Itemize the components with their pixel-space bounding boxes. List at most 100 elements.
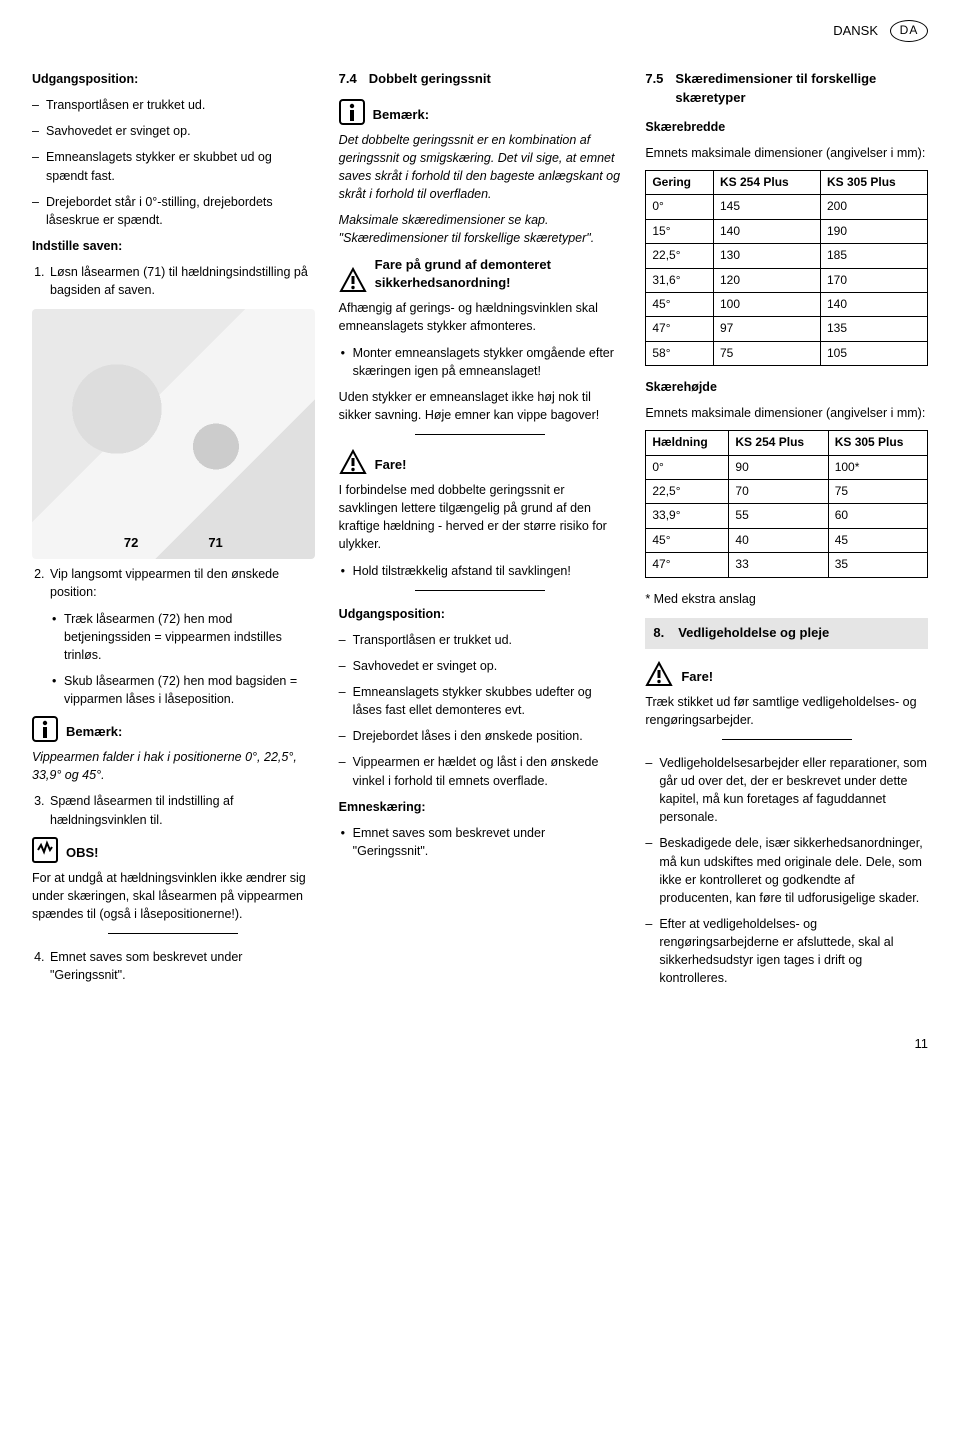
- table-row: 22,5°7075: [646, 480, 928, 504]
- table-row: 22,5°130185: [646, 244, 928, 268]
- list-item: Beskadigede dele, især sikkerhedsanordni…: [645, 834, 928, 907]
- th: KS 305 Plus: [828, 431, 927, 455]
- step-3: Spænd låsearmen til indstilling af hældn…: [48, 792, 315, 828]
- divider: [415, 434, 545, 435]
- table-cell: 200: [821, 195, 928, 219]
- divider: [722, 739, 852, 740]
- table-cell: 47°: [646, 553, 729, 577]
- table-cell: 22,5°: [646, 480, 729, 504]
- list-item: Transportlåsen er trukket ud.: [339, 631, 622, 649]
- warning-icon: [339, 267, 367, 293]
- skaerehojde-title: Skærehøjde: [645, 378, 928, 396]
- table-cell: 140: [714, 219, 821, 243]
- table-cell: 45°: [646, 292, 714, 316]
- th: KS 254 Plus: [729, 431, 828, 455]
- max-dim-text: Maksimale skæredimensioner se kap. "Skær…: [339, 211, 622, 247]
- table-skaerebredde: Gering KS 254 Plus KS 305 Plus 0°1452001…: [645, 170, 928, 366]
- info-icon: [32, 716, 58, 742]
- skaerehojde-lead: Emnets maksimale dimensioner (angivelser…: [645, 404, 928, 422]
- obs-callout: OBS!: [32, 837, 315, 863]
- warn1-p2: Uden stykker er emneanslaget ikke høj no…: [339, 388, 622, 424]
- obs-text: For at undgå at hældningsvinklen ikke æn…: [32, 869, 315, 923]
- udgangs-list: Transportlåsen er trukket ud. Savhovedet…: [32, 96, 315, 229]
- column-2: 7.4 Dobbelt geringssnit Bemærk: Det dobb…: [339, 70, 622, 995]
- page-header: DANSK DA: [32, 20, 928, 42]
- list-item: Træk låsearmen (72) hen mod betjeningssi…: [50, 610, 315, 664]
- figure-label-71: 71: [208, 534, 222, 553]
- steps-list-2: Vip langsomt vippearmen til den ønskede …: [32, 565, 315, 708]
- warn1-p1: Afhængig af gerings- og hældningsvinklen…: [339, 299, 622, 335]
- list-item: Emneanslagets stykker skubbes udefter og…: [339, 683, 622, 719]
- section-8-bar: 8. Vedligeholdelse og pleje: [645, 618, 928, 649]
- content-columns: Udgangsposition: Transportlåsen er trukk…: [32, 70, 928, 995]
- section-num: 8.: [653, 624, 664, 643]
- table-cell: 105: [821, 341, 928, 365]
- indstille-title: Indstille saven:: [32, 237, 315, 255]
- steps-list-3: Spænd låsearmen til indstilling af hældn…: [32, 792, 315, 828]
- step-4: Emnet saves som beskrevet under "Gerings…: [48, 948, 315, 984]
- heading-text: Skæredimensioner til forskellige skærety…: [675, 70, 928, 108]
- steps-list-1: Løsn låsearmen (71) til hældningsindstil…: [32, 263, 315, 299]
- step-2: Vip langsomt vippearmen til den ønskede …: [48, 565, 315, 708]
- table-cell: 70: [729, 480, 828, 504]
- th: KS 254 Plus: [714, 170, 821, 194]
- note-label: Bemærk:: [66, 723, 122, 742]
- th: Hældning: [646, 431, 729, 455]
- table-cell: 31,6°: [646, 268, 714, 292]
- table-cell: 97: [714, 317, 821, 341]
- table-cell: 100: [714, 292, 821, 316]
- table-cell: 15°: [646, 219, 714, 243]
- maintenance-list: Vedligeholdelsesarbejder eller reparatio…: [645, 754, 928, 988]
- emneskæring-title: Emneskæring:: [339, 798, 622, 816]
- obs-icon: [32, 837, 58, 863]
- table-cell: 58°: [646, 341, 714, 365]
- list-item: Vedligeholdelsesarbejder eller reparatio…: [645, 754, 928, 827]
- list-item: Skub låsearmen (72) hen mod bagsiden = v…: [50, 672, 315, 708]
- column-1: Udgangsposition: Transportlåsen er trukk…: [32, 70, 315, 995]
- step-2-lead: Vip langsomt vippearmen til den ønskede …: [50, 567, 279, 599]
- column-3: 7.5 Skæredimensioner til forskellige skæ…: [645, 70, 928, 995]
- table-cell: 35: [828, 553, 927, 577]
- table-cell: 130: [714, 244, 821, 268]
- page-number: 11: [32, 1035, 928, 1054]
- note-callout: Bemærk:: [339, 99, 622, 125]
- warn-callout-2: Fare!: [339, 449, 622, 475]
- table-row: 45°100140: [646, 292, 928, 316]
- obs-label: OBS!: [66, 844, 99, 863]
- table-cell: 33: [729, 553, 828, 577]
- warn-text: Træk stikket ud før samtlige vedligehold…: [645, 693, 928, 729]
- table-cell: 0°: [646, 195, 714, 219]
- list-item: Savhovedet er svinget op.: [339, 657, 622, 675]
- table-row: 45°4045: [646, 528, 928, 552]
- table-cell: 45: [828, 528, 927, 552]
- table-cell: 135: [821, 317, 928, 341]
- section-title: Vedligeholdelse og pleje: [678, 624, 829, 643]
- heading-7-5: 7.5 Skæredimensioner til forskellige skæ…: [645, 70, 928, 108]
- table-cell: 145: [714, 195, 821, 219]
- warn-label: Fare!: [375, 456, 407, 475]
- note-callout: Bemærk:: [32, 716, 315, 742]
- table-row: 58°75105: [646, 341, 928, 365]
- table-cell: 60: [828, 504, 927, 528]
- lang-code-badge: DA: [890, 20, 928, 42]
- table-cell: 100*: [828, 455, 927, 479]
- table-cell: 33,9°: [646, 504, 729, 528]
- warn2-p1: I forbindelse med dobbelte geringssnit e…: [339, 481, 622, 554]
- heading-text: Dobbelt geringssnit: [369, 70, 491, 89]
- table-cell: 75: [714, 341, 821, 365]
- list-item: Efter at vedligeholdelses- og rengørings…: [645, 915, 928, 988]
- warn2-bullets: Hold tilstrækkelig afstand til savklinge…: [339, 562, 622, 580]
- list-item: Drejebordet låses i den ønskede position…: [339, 727, 622, 745]
- emne-bullets: Emnet saves som beskrevet under "Gerings…: [339, 824, 622, 860]
- table-row: 47°3335: [646, 553, 928, 577]
- lang-label: DANSK: [833, 22, 878, 41]
- divider: [108, 933, 238, 934]
- table-row: 31,6°120170: [646, 268, 928, 292]
- steps-list-4: Emnet saves som beskrevet under "Gerings…: [32, 948, 315, 984]
- table-row: 0°145200: [646, 195, 928, 219]
- note-text: Vippearmen falder i hak i positionerne 0…: [32, 748, 315, 784]
- th: Gering: [646, 170, 714, 194]
- table-cell: 55: [729, 504, 828, 528]
- heading-7-4: 7.4 Dobbelt geringssnit: [339, 70, 622, 89]
- th: KS 305 Plus: [821, 170, 928, 194]
